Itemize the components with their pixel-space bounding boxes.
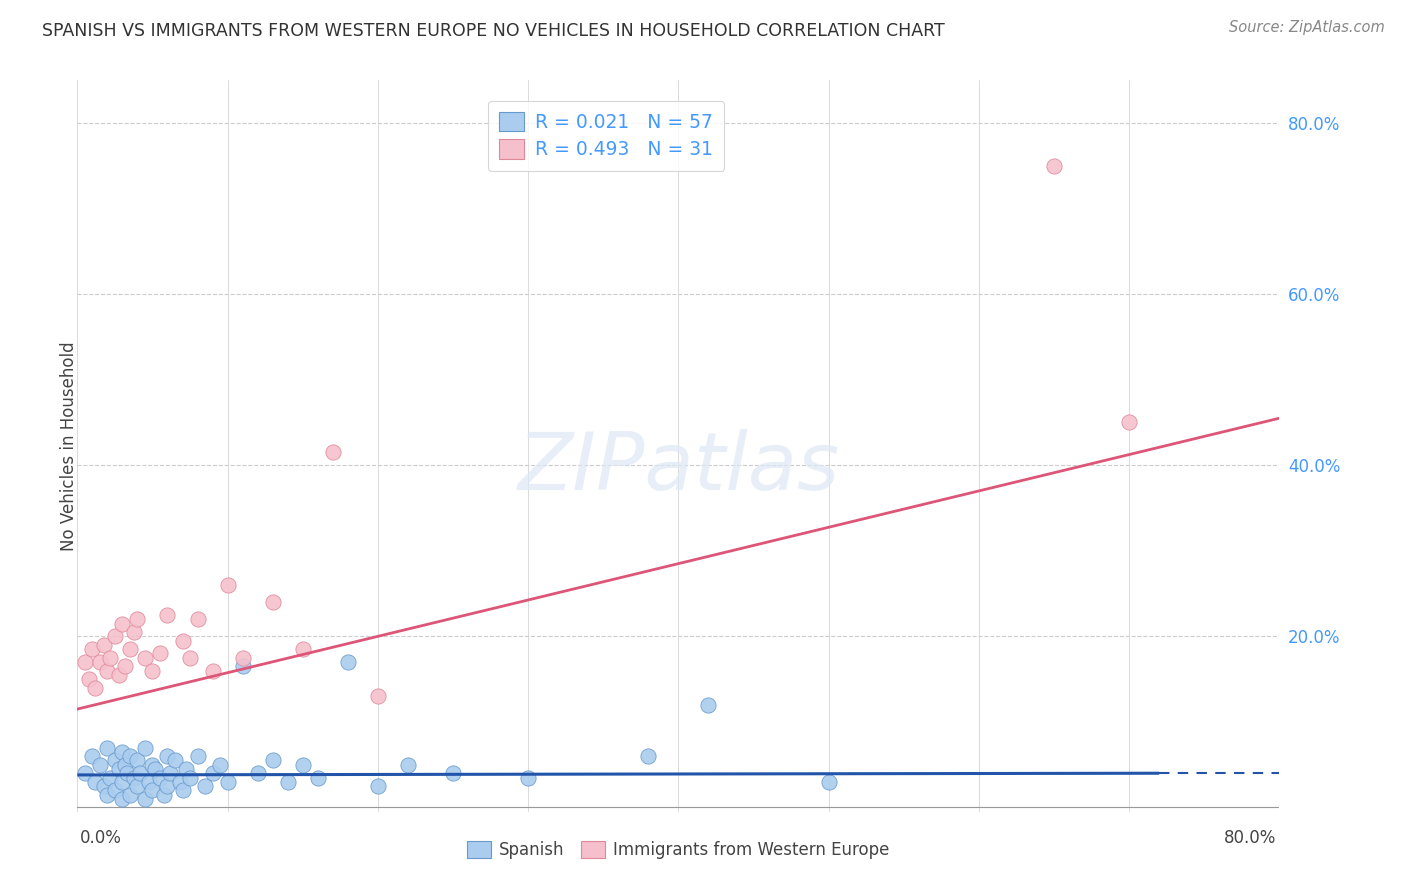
Point — [111, 792, 134, 806]
Point — [186, 612, 209, 626]
Point — [118, 788, 141, 802]
Point — [396, 757, 419, 772]
Point — [277, 774, 299, 789]
Point — [217, 578, 239, 592]
Point — [336, 655, 359, 669]
Point — [194, 779, 217, 793]
Point — [637, 749, 659, 764]
Point — [114, 659, 136, 673]
Text: Source: ZipAtlas.com: Source: ZipAtlas.com — [1229, 20, 1385, 35]
Point — [1118, 416, 1140, 430]
Point — [111, 745, 134, 759]
Point — [73, 655, 96, 669]
Point — [209, 757, 232, 772]
Point — [89, 655, 111, 669]
Point — [82, 642, 104, 657]
Point — [100, 771, 122, 785]
Point — [127, 779, 149, 793]
Point — [96, 788, 118, 802]
Point — [108, 762, 131, 776]
Point — [141, 757, 163, 772]
Point — [124, 625, 146, 640]
Point — [89, 757, 111, 772]
Point — [201, 664, 224, 678]
Point — [153, 788, 176, 802]
Point — [817, 774, 839, 789]
Point — [134, 650, 156, 665]
Point — [84, 681, 107, 695]
Point — [145, 762, 167, 776]
Point — [84, 774, 107, 789]
Point — [232, 650, 254, 665]
Point — [172, 783, 194, 797]
Point — [127, 753, 149, 767]
Point — [1043, 159, 1066, 173]
Point — [111, 774, 134, 789]
Point — [262, 595, 284, 609]
Text: 80.0%: 80.0% — [1225, 829, 1277, 847]
Point — [82, 749, 104, 764]
Y-axis label: No Vehicles in Household: No Vehicles in Household — [60, 341, 77, 551]
Point — [104, 629, 127, 643]
Point — [96, 664, 118, 678]
Point — [114, 757, 136, 772]
Point — [118, 642, 141, 657]
Point — [79, 672, 101, 686]
Point — [179, 650, 201, 665]
Point — [127, 612, 149, 626]
Point — [291, 642, 314, 657]
Point — [291, 757, 314, 772]
Point — [179, 771, 201, 785]
Point — [96, 740, 118, 755]
Point — [124, 771, 146, 785]
Point — [141, 664, 163, 678]
Point — [367, 779, 389, 793]
Point — [517, 771, 540, 785]
Point — [149, 647, 172, 661]
Point — [169, 774, 191, 789]
Point — [159, 766, 181, 780]
Point — [104, 753, 127, 767]
Point — [232, 659, 254, 673]
Point — [93, 638, 115, 652]
Point — [141, 783, 163, 797]
Point — [156, 779, 179, 793]
Point — [246, 766, 269, 780]
Point — [172, 633, 194, 648]
Point — [186, 749, 209, 764]
Point — [441, 766, 464, 780]
Point — [262, 753, 284, 767]
Point — [149, 771, 172, 785]
Point — [73, 766, 96, 780]
Point — [174, 762, 197, 776]
Text: ZIPatlas: ZIPatlas — [517, 429, 839, 507]
Point — [108, 668, 131, 682]
Point — [156, 607, 179, 622]
Point — [111, 616, 134, 631]
Point — [100, 650, 122, 665]
Point — [134, 792, 156, 806]
Point — [367, 690, 389, 704]
Point — [217, 774, 239, 789]
Point — [163, 753, 186, 767]
Point — [322, 445, 344, 459]
Point — [201, 766, 224, 780]
Text: SPANISH VS IMMIGRANTS FROM WESTERN EUROPE NO VEHICLES IN HOUSEHOLD CORRELATION C: SPANISH VS IMMIGRANTS FROM WESTERN EUROP… — [42, 22, 945, 40]
Point — [134, 740, 156, 755]
Point — [104, 783, 127, 797]
Point — [115, 766, 138, 780]
Point — [307, 771, 329, 785]
Point — [118, 749, 141, 764]
Point — [697, 698, 720, 712]
Point — [93, 779, 115, 793]
Text: 0.0%: 0.0% — [80, 829, 122, 847]
Point — [156, 749, 179, 764]
Legend: R = 0.021   N = 57, R = 0.493   N = 31: R = 0.021 N = 57, R = 0.493 N = 31 — [488, 101, 724, 170]
Point — [138, 774, 160, 789]
Point — [129, 766, 152, 780]
